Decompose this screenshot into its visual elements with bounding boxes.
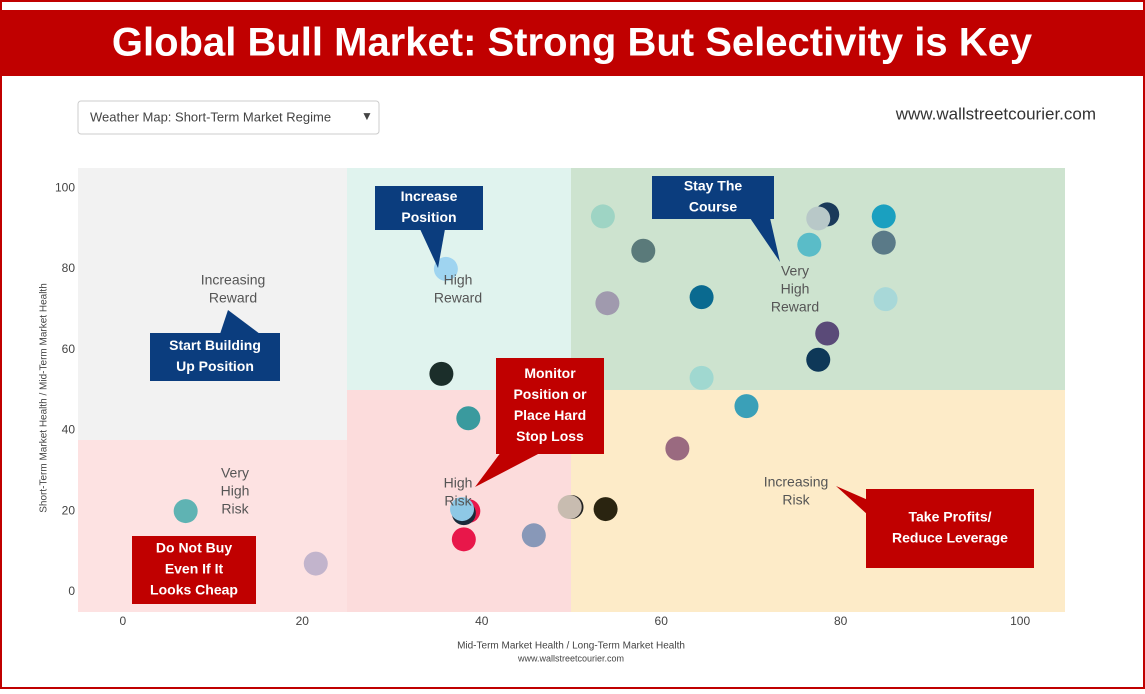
x-tick-label: 80 <box>834 614 848 628</box>
chart-title: Global Bull Market: Strong But Selectivi… <box>112 21 1033 65</box>
dropdown[interactable]: Weather Map: Short-Term Market Regime ▼ <box>77 100 380 135</box>
point <box>806 347 831 372</box>
region-label: Increasing <box>201 272 266 288</box>
point <box>173 499 198 524</box>
callout-pointer <box>750 218 780 262</box>
point <box>557 495 582 520</box>
callout-text: Do Not Buy <box>156 540 232 556</box>
point <box>871 230 896 255</box>
callout-text: Monitor <box>524 365 576 381</box>
region-label: Very <box>221 465 249 481</box>
point <box>873 287 898 312</box>
region-label: Risk <box>444 493 472 509</box>
x-axis-title: Mid-Term Market Health / Long-Term Marke… <box>457 641 685 652</box>
point <box>429 361 454 386</box>
y-tick-label: 100 <box>55 180 75 194</box>
point <box>450 497 475 522</box>
callout-pointer <box>836 486 868 515</box>
point <box>689 285 714 310</box>
point <box>806 206 831 231</box>
callout-box <box>375 186 483 230</box>
callout-text: Even If It <box>165 561 224 577</box>
region-label: Increasing <box>764 474 829 490</box>
point <box>433 256 458 281</box>
callout-text: Course <box>689 199 737 215</box>
point <box>871 204 896 229</box>
region-label: High <box>781 281 810 297</box>
callout-text: Looks Cheap <box>150 582 238 598</box>
y-tick-label: 80 <box>62 261 76 275</box>
x-tick-label: 40 <box>475 614 489 628</box>
dropdown-text[interactable]: Weather Map: Short-Term Market Regime <box>90 109 331 124</box>
point <box>303 551 328 576</box>
point <box>631 238 656 263</box>
x-tick-label: 60 <box>655 614 669 628</box>
dropdown-arrow[interactable]: ▼ <box>361 109 373 123</box>
point <box>689 365 714 390</box>
callout-text: Position <box>401 209 456 225</box>
callout-text: Place Hard <box>514 407 586 423</box>
callout-box <box>496 358 604 454</box>
region-label: High <box>444 475 473 491</box>
x-axis-subtitle: www.wallstreetcourier.com <box>517 653 624 663</box>
point <box>665 436 690 461</box>
callout-text: Reduce Leverage <box>892 530 1008 546</box>
y-tick-label: 40 <box>62 423 76 437</box>
region-label: High <box>444 272 473 288</box>
callout-text: Stop Loss <box>516 428 584 444</box>
dropdown-box[interactable] <box>77 100 380 135</box>
callout-pointer <box>420 229 445 268</box>
point <box>456 406 481 431</box>
callout-text: Increase <box>401 188 458 204</box>
callout-box <box>866 489 1034 568</box>
callout-text: Stay The <box>684 178 743 194</box>
region-label: Risk <box>782 492 810 508</box>
x-tick-label: 0 <box>120 614 127 628</box>
region-label: Reward <box>434 290 482 306</box>
y-tick-label: 60 <box>62 342 76 356</box>
x-tick-label: 100 <box>1010 614 1030 628</box>
x-tick-label: 20 <box>296 614 310 628</box>
point <box>815 321 840 346</box>
region <box>78 168 347 440</box>
point <box>451 527 476 552</box>
point <box>593 497 618 522</box>
callout-box <box>132 536 256 604</box>
point <box>521 523 546 548</box>
region-label: Risk <box>221 501 249 517</box>
callout-text: Position or <box>513 386 587 402</box>
callout-box <box>150 333 280 381</box>
callout-box <box>652 176 774 219</box>
point <box>590 204 615 229</box>
callout-pointer <box>220 310 260 334</box>
region-label: Reward <box>209 290 257 306</box>
region-label: Reward <box>771 299 819 315</box>
point <box>797 232 822 257</box>
y-tick-label: 20 <box>62 503 76 517</box>
point <box>734 394 759 419</box>
y-axis-title: Short-Term Market Health / Mid-Term Mark… <box>39 283 50 513</box>
y-tick-label: 0 <box>68 584 75 598</box>
watermark: www.wallstreetcourier.com <box>895 104 1096 123</box>
callout-text: Start Building <box>169 337 261 353</box>
region-label: Very <box>781 263 809 279</box>
title-bar <box>0 10 1145 76</box>
callout-text: Take Profits/ <box>909 509 992 525</box>
point <box>595 291 620 316</box>
callout-text: Up Position <box>176 358 254 374</box>
region-label: High <box>221 483 250 499</box>
